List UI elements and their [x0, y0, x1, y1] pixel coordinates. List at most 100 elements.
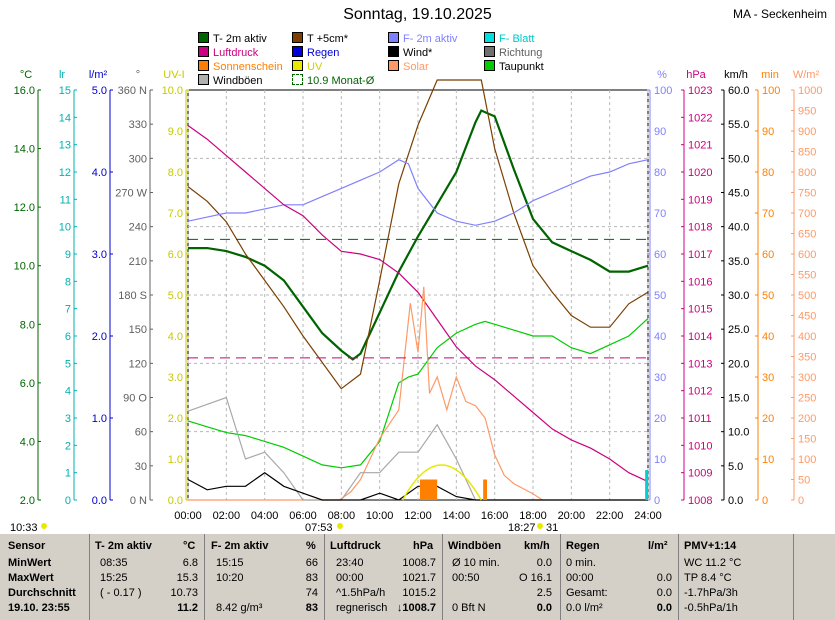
axis-tick-label: 300	[798, 372, 816, 384]
axis-tick-label: 10.0	[14, 261, 35, 273]
axis-tick-label: 1014	[688, 331, 712, 343]
sunshine-bar	[483, 479, 487, 500]
axis-tick-label: 13	[59, 140, 71, 152]
legend-item: T- 2m aktiv	[198, 32, 267, 45]
axis-tick-label: 90	[762, 126, 774, 138]
legend-swatch	[292, 46, 303, 57]
axis-tick-label: 9	[65, 249, 71, 261]
axis-tick-label: 250	[798, 393, 816, 405]
row-cell-time: 0 Bft N	[452, 602, 486, 614]
axis-tick-label: 1023	[688, 85, 712, 97]
row-cell-value: O 16.1	[518, 572, 552, 584]
row-cell-time: ^1.5hPa/h	[336, 587, 386, 599]
axis-tick-label: 60	[135, 427, 147, 439]
axis-tick-label: 100	[762, 85, 780, 97]
col-unit-temp: °C	[183, 540, 196, 552]
station-name: MA - Seckenheim	[732, 7, 827, 21]
series-line-taupunkt	[187, 317, 649, 469]
axis-tick-label: 7.0	[168, 208, 183, 220]
row-cell-value: 0.0	[536, 557, 552, 569]
axis-tick-label: 0	[762, 495, 768, 507]
axis-tick-label: 90	[654, 126, 666, 138]
axis-tick-label: 0.0	[168, 495, 183, 507]
axis-tick-label: 35.0	[728, 256, 749, 268]
axis-tick-label: 8	[65, 276, 71, 288]
legend-swatch	[292, 60, 303, 71]
x-tick-label: 24:00	[634, 510, 662, 522]
axis-tick-label: 240	[129, 222, 147, 234]
row-cell-pmv: -0.5hPa/1h	[684, 602, 738, 614]
axis-tick-label: 14.0	[14, 144, 35, 156]
page-title: Sonntag, 19.10.2025	[343, 6, 492, 23]
axis-tick-label: 10	[59, 222, 71, 234]
series-line-t-2m-aktiv	[188, 109, 649, 361]
col-unit-wind: km/h	[524, 540, 550, 552]
row-cell-value: 10.73	[170, 587, 198, 599]
x-tick-label: 04:00	[251, 510, 279, 522]
axis-tick-label: 1012	[688, 386, 712, 398]
axis-tick-label: 0.0	[92, 495, 107, 507]
weather-chart: 16.014.012.010.08.06.04.02.0°C1514131211…	[10, 69, 822, 534]
row-cell-pmv: -1.7hPa/3h	[684, 587, 738, 599]
row-cell-value: 83	[305, 572, 318, 584]
row-cell-value: 11.2	[177, 602, 198, 614]
row-cell-time: 08:35	[100, 557, 128, 569]
moon-label: 31	[546, 522, 558, 534]
axis-tick-label: 8.0	[168, 167, 183, 179]
axis-tick-label: 1016	[688, 276, 712, 288]
row-cell-value: 1008.7	[402, 557, 436, 569]
legend-swatch	[198, 60, 209, 71]
axis-tick-label: 1000	[798, 85, 822, 97]
series-line-wind	[187, 471, 648, 501]
sun-marker-dawn	[41, 523, 47, 529]
axis-tick-label: 12.0	[14, 202, 35, 214]
axis-tick-label: 150	[798, 434, 816, 446]
col-header-press: Luftdruck	[330, 540, 381, 552]
axis-tick-label: 750	[798, 188, 816, 200]
axis-tick-label: 90 O	[123, 393, 147, 405]
row-cell-value: 0.0	[656, 602, 672, 614]
axis-tick-label: 80	[762, 167, 774, 179]
axis-tick-label: 14	[59, 112, 71, 124]
axis-tick-label: 15	[59, 85, 71, 97]
x-tick-label: 22:00	[596, 510, 624, 522]
legend-item: T +5cm*	[292, 32, 348, 45]
legend-swatch	[198, 46, 209, 57]
axis-tick-label: 4.0	[92, 167, 107, 179]
x-tick-label: 18:00	[519, 510, 547, 522]
dawn-label: 10:33	[10, 522, 38, 534]
sun-marker-rise	[337, 523, 343, 529]
legend-item: Richtung	[484, 46, 542, 59]
axis-tick-label: 200	[798, 413, 816, 425]
axis-tick-label: 270 W	[115, 188, 147, 200]
axis-tick-label: 20	[654, 413, 666, 425]
axis-tick-label: 7	[65, 304, 71, 316]
axis-tick-label: 1013	[688, 358, 712, 370]
row-label: MaxWert	[8, 572, 54, 584]
axis-tick-label: 2	[65, 440, 71, 452]
col-unit-hum: %	[306, 540, 316, 552]
axis-tick-label: 8.0	[20, 319, 35, 331]
axis-tick-label: 60	[654, 249, 666, 261]
row-cell-time: 0 min.	[566, 557, 596, 569]
axis-tick-label: 12	[59, 167, 71, 179]
axis-tick-label: 1022	[688, 112, 712, 124]
axis-tick-label: 5	[65, 358, 71, 370]
axis-tick-label: 10	[762, 454, 774, 466]
axis-tick-label: 330	[129, 119, 147, 131]
axis-tick-label: 10.0	[162, 85, 183, 97]
legend-item: UV	[292, 60, 322, 73]
leaf-wetness-marker	[645, 470, 649, 500]
row-cell-time: regnerisch	[336, 602, 388, 614]
sunshine-bar	[419, 479, 438, 500]
legend-swatch	[484, 46, 495, 57]
axis-tick-label: 1.0	[168, 454, 183, 466]
axis-tick-label: 6.0	[20, 378, 35, 390]
row-cell-value: 83	[305, 602, 318, 614]
x-tick-label: 14:00	[443, 510, 471, 522]
axis-unit-label: W/m²	[793, 69, 820, 81]
x-tick-label: 12:00	[404, 510, 432, 522]
axis-tick-label: 1008	[688, 495, 712, 507]
row-cell-time: 00:00	[336, 572, 364, 584]
row-cell-time: 8.42 g/m³	[216, 602, 263, 614]
